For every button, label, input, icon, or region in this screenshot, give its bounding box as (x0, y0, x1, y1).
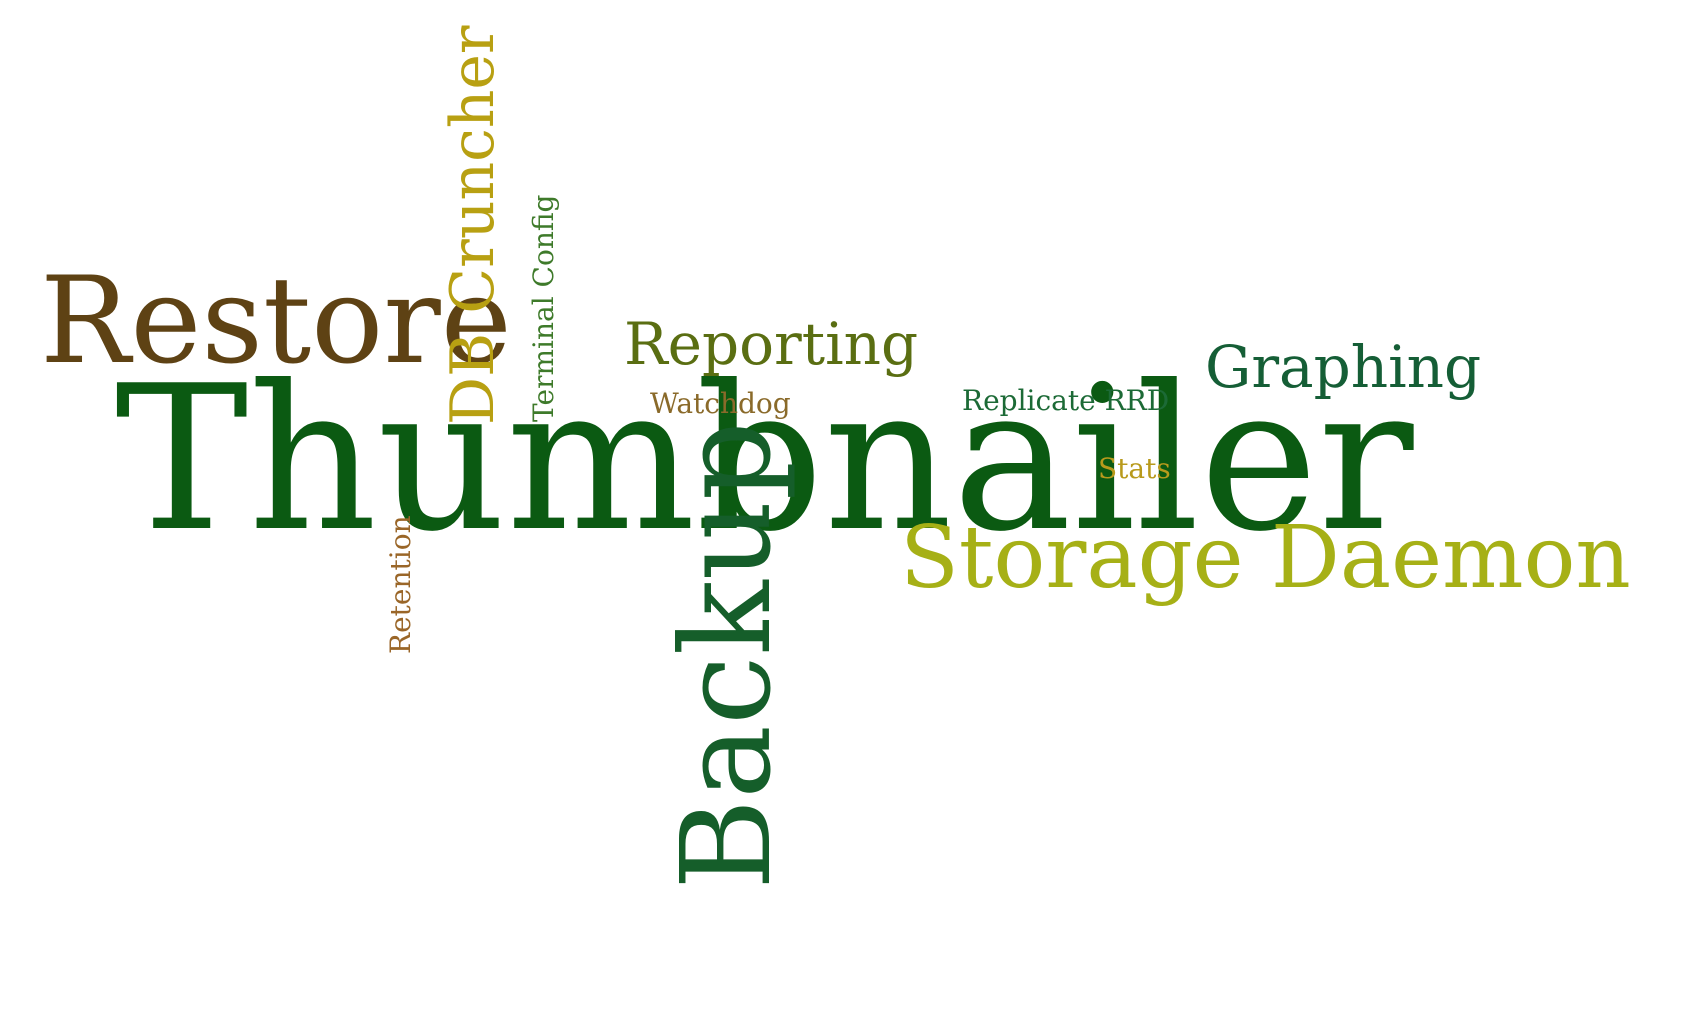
word-reporting: Reporting (624, 310, 919, 378)
word-restore: Restore (40, 252, 512, 391)
word-watchdog: Watchdog (650, 387, 791, 420)
word-storage-daemon: Storage Daemon (900, 508, 1631, 608)
word-retention: Retention (384, 515, 417, 654)
word-stats: Stats (1098, 452, 1171, 485)
word-graphing: Graphing (1205, 333, 1482, 401)
word-db-cruncher: DB Cruncher (438, 25, 508, 425)
word-replicate-rrd: Replicate RRD (962, 384, 1170, 417)
word-thumbnailer: Thumbnailer (115, 343, 1414, 576)
word-terminal-config: Terminal Config (527, 194, 560, 422)
word-backup: Backup (655, 421, 799, 890)
